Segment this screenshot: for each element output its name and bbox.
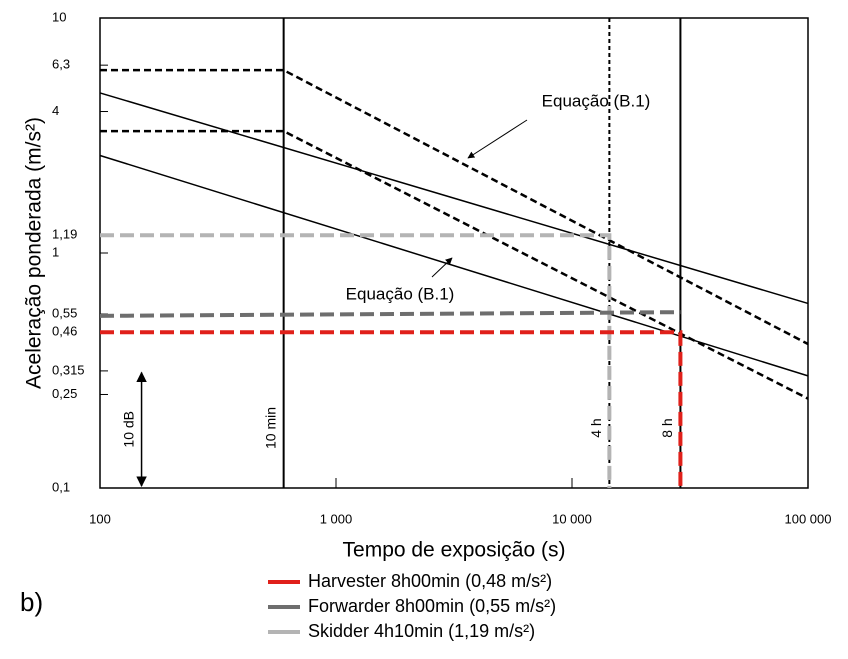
- series-line: [99, 154, 809, 377]
- legend-label: Forwarder 8h00min (0,55 m/s²): [308, 596, 556, 616]
- y-tick-label: 0,25: [52, 386, 77, 401]
- series-line: [99, 310, 681, 318]
- series-line: [100, 68, 809, 346]
- y-tick-label: 6,3: [52, 57, 70, 72]
- series-line: [100, 330, 683, 488]
- series-line: [100, 233, 612, 488]
- y-tick-label: 0,1: [52, 479, 70, 494]
- db-label: 10 dB: [120, 411, 136, 448]
- x-tick-label: 100 000: [785, 511, 832, 526]
- plot-frame: [99, 17, 809, 489]
- y-tick-label: 1: [52, 244, 59, 259]
- x-tick-label: 10 000: [552, 511, 592, 526]
- panel-label: b): [20, 587, 43, 617]
- y-axis-title: Aceleração ponderada (m/s²): [23, 117, 46, 389]
- reference-label: 8 h: [659, 418, 675, 437]
- legend-label: Skidder 4h10min (1,19 m/s²): [308, 621, 535, 641]
- annotation: Equação (B.1): [542, 91, 651, 110]
- y-tick-label: 10: [52, 9, 66, 24]
- y-tick-label: 0,315: [52, 362, 85, 377]
- annotation: Equação (B.1): [346, 284, 455, 303]
- x-axis-title: Tempo de exposição (s): [343, 539, 566, 562]
- reference-label: 10 min: [262, 407, 278, 449]
- annotation-arrow: [467, 119, 528, 159]
- x-tick-label: 1 000: [320, 511, 353, 526]
- reference-label: 4 h: [588, 418, 604, 437]
- series-line: [99, 92, 809, 305]
- y-tick-label: 1,19: [52, 227, 77, 242]
- annotation-arrow: [431, 257, 453, 278]
- legend-label: Harvester 8h00min (0,48 m/s²): [308, 571, 552, 591]
- x-tick-label: 100: [89, 511, 111, 526]
- series-line: [100, 129, 809, 400]
- y-tick-label: 0,55: [52, 305, 77, 320]
- y-tick-label: 0,46: [52, 324, 77, 339]
- y-tick-label: 4: [52, 103, 59, 118]
